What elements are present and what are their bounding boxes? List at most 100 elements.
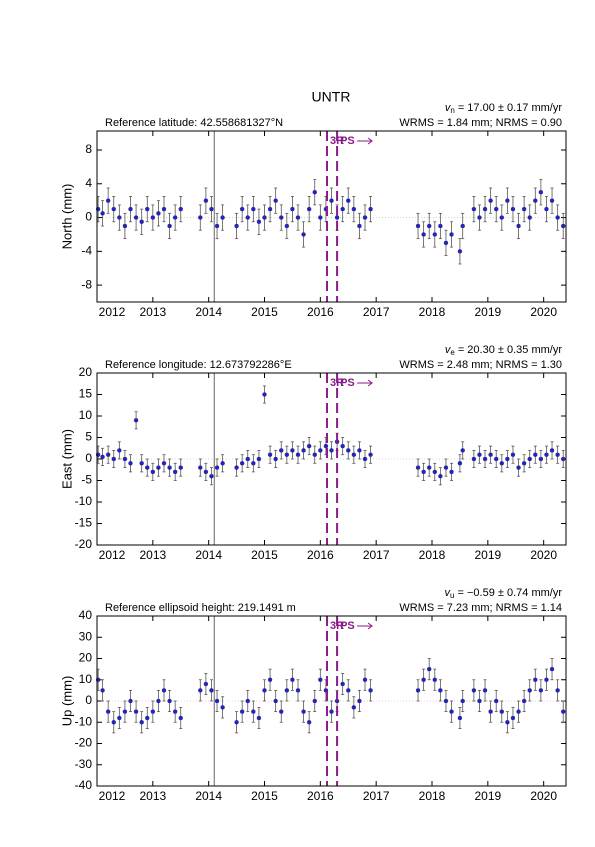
data-point	[533, 452, 538, 457]
data-point	[251, 206, 256, 212]
x-tick-label: 2013	[139, 548, 166, 562]
data-point	[527, 456, 532, 462]
data-point	[161, 688, 167, 693]
data-point	[133, 709, 139, 714]
data-point	[156, 211, 161, 216]
x-tick-label: 2019	[474, 789, 501, 803]
data-point	[357, 698, 362, 704]
data-point	[251, 461, 256, 466]
y-tick-label: 0	[85, 451, 92, 465]
data-point	[220, 215, 225, 220]
data-point	[494, 206, 499, 212]
data-point	[214, 223, 220, 229]
data-point	[198, 688, 203, 693]
data-point	[117, 715, 122, 721]
data-point	[521, 461, 527, 466]
stats-text: WRMS = 2.48 mm; NRMS = 1.30	[399, 359, 562, 371]
data-point	[128, 206, 133, 212]
x-tick-label: 2019	[474, 548, 501, 562]
y-tick-label: 0	[85, 210, 92, 224]
data-point	[128, 698, 133, 704]
velocity-symbol: v	[445, 102, 452, 114]
y-tick-label: -8	[81, 277, 92, 291]
data-point	[239, 461, 245, 466]
data-point	[284, 452, 290, 457]
data-point	[362, 456, 368, 462]
data-point	[167, 223, 172, 229]
data-point	[555, 215, 560, 220]
x-tick-label: 2019	[474, 305, 501, 319]
data-point	[178, 465, 183, 470]
y-tick-label: -10	[75, 494, 93, 508]
data-point	[538, 688, 544, 693]
data-point	[295, 215, 301, 220]
event-label: PS	[340, 620, 355, 632]
data-point	[161, 461, 167, 466]
y-tick-label: -20	[75, 537, 93, 551]
data-point	[329, 448, 334, 453]
data-point	[209, 688, 214, 693]
data-point	[245, 698, 250, 704]
x-tick-label: 2020	[530, 305, 557, 319]
data-point	[510, 452, 516, 457]
x-tick-label: 2017	[363, 548, 390, 562]
data-point	[516, 465, 521, 470]
data-point	[561, 709, 566, 714]
x-tick-label: 2013	[139, 305, 166, 319]
data-point	[499, 215, 504, 220]
data-point	[549, 448, 555, 453]
reference-text: Reference latitude: 42.558681327°N	[105, 117, 283, 129]
data-point	[432, 469, 437, 475]
data-point	[301, 709, 306, 714]
data-point	[262, 215, 267, 220]
data-point	[443, 698, 449, 704]
y-tick-label: 20	[79, 651, 93, 665]
data-point	[499, 709, 504, 714]
reference-text: Reference longitude: 12.673792286°E	[105, 359, 292, 371]
data-point	[494, 456, 499, 462]
data-point	[167, 465, 172, 470]
x-tick-label: 2012	[99, 305, 126, 319]
plot-frame	[96, 615, 567, 787]
data-point	[117, 448, 122, 453]
data-point	[449, 709, 454, 714]
data-point	[156, 465, 161, 470]
data-point	[295, 452, 301, 457]
data-point	[139, 461, 144, 466]
data-point	[198, 465, 203, 470]
y-tick-label: 4	[85, 176, 92, 190]
data-point	[340, 206, 345, 212]
data-point	[510, 715, 516, 721]
data-point	[100, 211, 105, 216]
data-point	[262, 392, 267, 397]
x-tick-label: 2018	[419, 789, 446, 803]
x-tick-label: 2018	[419, 548, 446, 562]
data-point	[105, 198, 111, 203]
data-point	[362, 677, 368, 682]
data-point	[477, 698, 482, 704]
data-point	[234, 465, 239, 470]
data-point	[172, 709, 178, 714]
series	[95, 658, 566, 734]
data-point	[273, 698, 278, 704]
data-point	[488, 452, 493, 457]
data-point	[145, 715, 150, 721]
data-point	[362, 215, 368, 220]
data-point	[471, 688, 477, 693]
velocity-rest: = 20.30 ± 0.35 mm/yr	[455, 344, 563, 356]
data-point	[290, 677, 295, 682]
y-tick-label: -15	[75, 516, 93, 530]
data-point	[150, 215, 156, 220]
data-point	[477, 215, 482, 220]
data-point	[555, 452, 560, 457]
data-point	[100, 688, 105, 693]
data-point	[209, 206, 214, 212]
event-arrowhead	[367, 137, 373, 145]
data-point	[198, 215, 203, 220]
data-point	[438, 688, 443, 693]
data-point	[214, 465, 220, 470]
data-point	[488, 709, 493, 714]
data-point	[449, 469, 454, 475]
data-point	[279, 448, 284, 453]
